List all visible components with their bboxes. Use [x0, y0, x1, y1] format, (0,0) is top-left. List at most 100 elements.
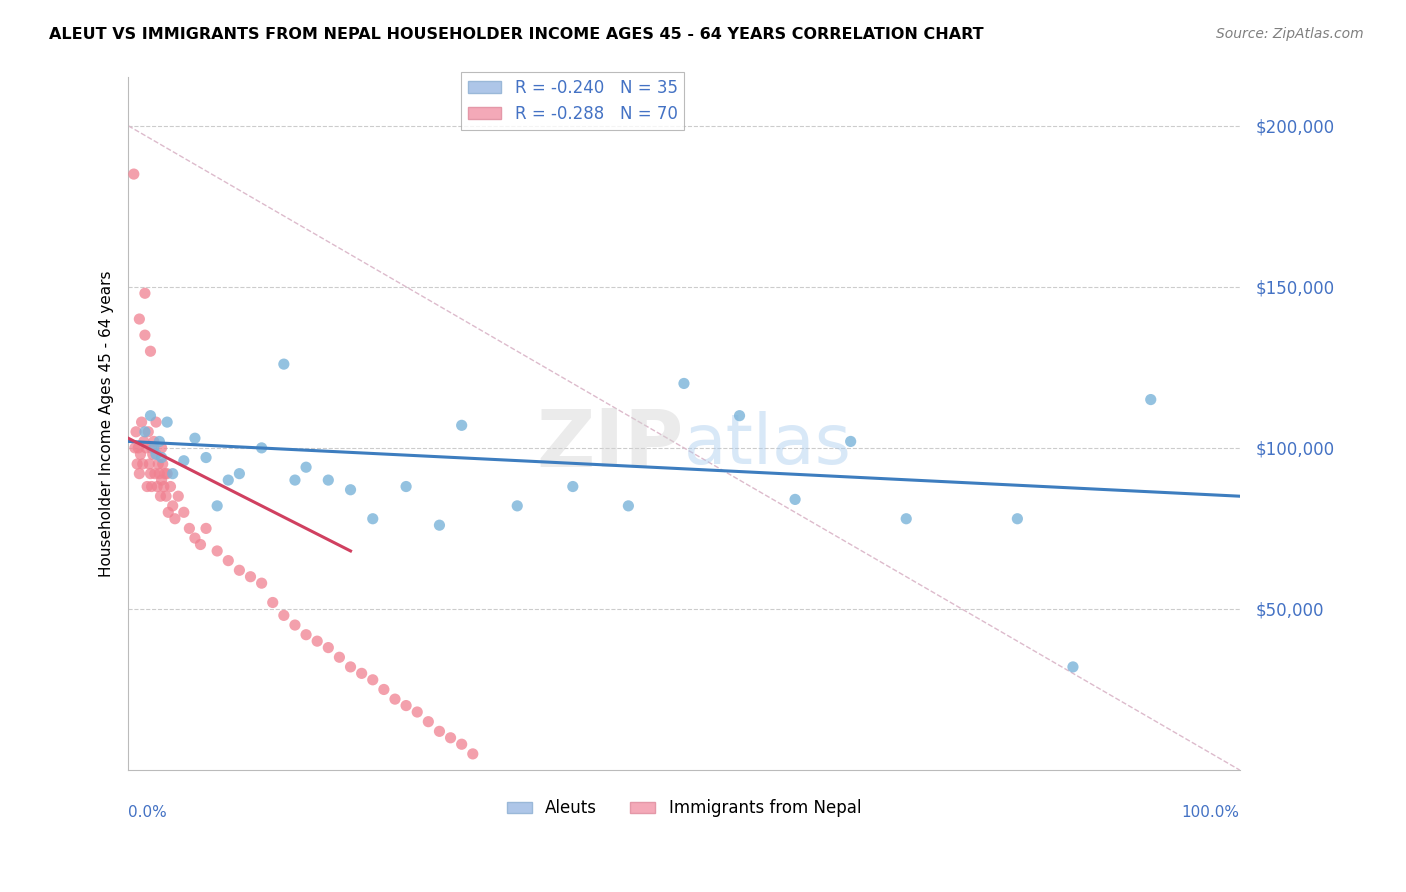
Point: [395, 698, 418, 713]
Point: [439, 731, 461, 745]
Point: [138, 457, 160, 471]
Point: [173, 454, 195, 468]
Point: [157, 505, 180, 519]
Point: [295, 460, 318, 475]
Point: [307, 634, 329, 648]
Point: [395, 479, 418, 493]
Point: [155, 489, 177, 503]
Point: [239, 570, 262, 584]
Point: [184, 431, 207, 445]
Point: [429, 518, 451, 533]
Point: [1007, 512, 1029, 526]
Point: [136, 425, 159, 439]
Point: [132, 434, 155, 449]
Point: [217, 473, 239, 487]
Point: [145, 447, 167, 461]
Point: [134, 328, 156, 343]
Point: [136, 479, 159, 493]
Point: [163, 512, 186, 526]
Point: [205, 544, 228, 558]
Point: [150, 473, 173, 487]
Point: [561, 479, 583, 493]
Point: [148, 434, 170, 449]
Point: [418, 714, 440, 729]
Point: [429, 724, 451, 739]
Point: [1139, 392, 1161, 407]
Text: 100.0%: 100.0%: [1181, 805, 1240, 820]
Point: [184, 531, 207, 545]
Point: [141, 441, 163, 455]
Point: [339, 660, 361, 674]
Point: [205, 499, 228, 513]
Point: [896, 512, 918, 526]
Point: [134, 286, 156, 301]
Point: [162, 467, 184, 481]
Point: [373, 682, 395, 697]
Point: [167, 489, 190, 503]
Point: [149, 489, 172, 503]
Point: [134, 425, 156, 439]
Point: [143, 467, 166, 481]
Point: [156, 415, 179, 429]
Legend: Aleuts, Immigrants from Nepal: Aleuts, Immigrants from Nepal: [501, 793, 868, 824]
Point: [128, 312, 150, 326]
Point: [190, 537, 212, 551]
Point: [148, 457, 170, 471]
Point: [142, 441, 165, 455]
Point: [328, 650, 350, 665]
Point: [141, 479, 163, 493]
Text: atlas: atlas: [683, 411, 852, 478]
Point: [1062, 660, 1084, 674]
Point: [162, 499, 184, 513]
Point: [152, 457, 174, 471]
Point: [228, 467, 250, 481]
Point: [672, 376, 695, 391]
Point: [284, 473, 307, 487]
Text: ZIP: ZIP: [537, 406, 683, 483]
Point: [153, 479, 176, 493]
Point: [284, 618, 307, 632]
Point: [145, 415, 167, 429]
Point: [450, 418, 472, 433]
Point: [142, 447, 165, 461]
Point: [273, 357, 295, 371]
Point: [122, 167, 145, 181]
Point: [406, 705, 429, 719]
Point: [129, 447, 152, 461]
Point: [339, 483, 361, 497]
Point: [217, 553, 239, 567]
Point: [350, 666, 373, 681]
Point: [295, 628, 318, 642]
Point: [262, 595, 284, 609]
Point: [153, 467, 176, 481]
Point: [179, 521, 201, 535]
Point: [318, 473, 340, 487]
Point: [728, 409, 751, 423]
Point: [250, 441, 273, 455]
Point: [142, 434, 165, 449]
Point: [150, 441, 173, 455]
Point: [135, 441, 157, 455]
Point: [785, 492, 807, 507]
Y-axis label: Householder Income Ages 45 - 64 years: Householder Income Ages 45 - 64 years: [100, 270, 114, 577]
Point: [156, 467, 179, 481]
Point: [506, 499, 529, 513]
Point: [273, 608, 295, 623]
Point: [131, 415, 153, 429]
Point: [139, 409, 162, 423]
Point: [127, 457, 149, 471]
Point: [384, 692, 406, 706]
Point: [461, 747, 484, 761]
Point: [125, 425, 148, 439]
Point: [139, 467, 162, 481]
Point: [127, 441, 149, 455]
Point: [131, 457, 153, 471]
Point: [617, 499, 640, 513]
Point: [318, 640, 340, 655]
Point: [139, 344, 162, 359]
Text: ALEUT VS IMMIGRANTS FROM NEPAL HOUSEHOLDER INCOME AGES 45 - 64 YEARS CORRELATION: ALEUT VS IMMIGRANTS FROM NEPAL HOUSEHOLD…: [49, 27, 984, 42]
Text: 0.0%: 0.0%: [128, 805, 167, 820]
Point: [228, 563, 250, 577]
Point: [148, 467, 170, 481]
Point: [128, 467, 150, 481]
